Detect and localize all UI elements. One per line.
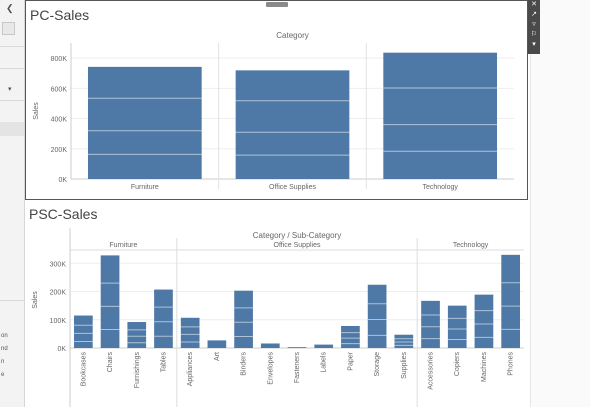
panel-divider bbox=[0, 100, 24, 101]
drag-handle-icon[interactable] bbox=[266, 2, 288, 7]
bar bbox=[260, 343, 280, 348]
x-tick-label: Phones bbox=[508, 352, 515, 376]
y-axis-label: Sales bbox=[32, 291, 39, 309]
panel-checkbox[interactable] bbox=[2, 22, 15, 35]
x-tick-label: Paper bbox=[347, 351, 354, 370]
pc-sales-chart: Category Sales 0K 200K 400K 600K 800K Furniture… bbox=[33, 31, 514, 191]
bar bbox=[474, 294, 494, 348]
chart-title: Category bbox=[276, 31, 308, 40]
x-tick-label: Art bbox=[214, 352, 221, 361]
worksheet-title: PC-Sales bbox=[30, 7, 90, 23]
y-tick-label: 200K bbox=[50, 290, 67, 297]
bar bbox=[180, 317, 200, 348]
worksheet-title: PSC-Sales bbox=[29, 206, 98, 222]
dashboard-area: PC-Sales Category Sales 0K 200K 400K 600K 800K… bbox=[25, 0, 530, 407]
y-tick-label: 100K bbox=[50, 318, 67, 325]
x-tick-label: Copiers bbox=[454, 352, 461, 377]
x-tick-label: Machines bbox=[481, 352, 488, 382]
close-icon[interactable]: ✕ bbox=[531, 1, 537, 8]
y-tick-label: 400K bbox=[51, 117, 68, 124]
x-tick-label: Furniture bbox=[131, 184, 159, 191]
bar bbox=[394, 334, 414, 348]
x-tick-label: Office Supplies bbox=[269, 184, 316, 191]
more-icon[interactable]: ▾ bbox=[532, 41, 536, 48]
y-tick-label: 800K bbox=[51, 56, 68, 63]
x-tick-label: Tables bbox=[160, 352, 167, 373]
y-tick-label: 200K bbox=[51, 147, 68, 154]
bar bbox=[100, 255, 120, 348]
bar bbox=[367, 284, 387, 348]
y-tick-label: 0K bbox=[57, 346, 66, 353]
panel-text: nd bbox=[1, 346, 8, 352]
x-tick-label: Labels bbox=[321, 352, 328, 373]
bar bbox=[287, 347, 307, 348]
y-axis-label: Sales bbox=[33, 102, 40, 120]
filter-icon[interactable]: ▿ bbox=[532, 21, 536, 28]
group-label: Furniture bbox=[109, 242, 137, 249]
bar bbox=[207, 340, 227, 348]
bar bbox=[127, 322, 147, 348]
x-tick-label: Binders bbox=[241, 352, 248, 376]
right-gutter bbox=[530, 0, 590, 407]
panel-text: on bbox=[1, 333, 8, 339]
left-side-panel: ❮ ▾ on nd n e bbox=[0, 0, 25, 407]
bar bbox=[234, 290, 253, 348]
bar bbox=[501, 254, 520, 348]
panel-text: e bbox=[1, 372, 5, 378]
group-label: Technology bbox=[453, 242, 489, 249]
bar bbox=[447, 305, 467, 348]
x-tick-label: Storage bbox=[374, 352, 381, 377]
bar bbox=[421, 300, 440, 348]
y-tick-label: 600K bbox=[51, 86, 68, 93]
y-tick-label: 300K bbox=[50, 261, 67, 268]
panel-divider bbox=[0, 300, 24, 301]
panel-selected-item[interactable] bbox=[0, 122, 24, 136]
panel-divider bbox=[0, 68, 24, 69]
x-tick-label: Accessories bbox=[428, 352, 435, 390]
chart-title: Category / Sub-Category bbox=[253, 231, 342, 240]
bar bbox=[341, 325, 360, 348]
x-tick-label: Fasteners bbox=[294, 352, 301, 384]
x-tick-label: Appliances bbox=[187, 352, 194, 387]
x-tick-label: Furnishings bbox=[134, 352, 141, 389]
x-tick-label: Envelopes bbox=[267, 352, 274, 385]
x-tick-label: Chairs bbox=[107, 352, 114, 373]
psc-sales-chart: Category / Sub-Category Sales 0K 100K 200K 30… bbox=[32, 228, 524, 407]
bar bbox=[87, 66, 202, 179]
bar bbox=[154, 289, 173, 348]
panel-divider bbox=[0, 46, 24, 47]
worksheet-toolbar: ✕ ↗ ▿ ⚐ ▾ bbox=[528, 0, 540, 54]
bar bbox=[383, 52, 498, 179]
x-tick-label: Supplies bbox=[401, 352, 408, 379]
x-tick-label: Technology bbox=[422, 184, 458, 191]
panel-text: n bbox=[1, 359, 5, 365]
export-icon[interactable]: ↗ bbox=[531, 11, 537, 18]
x-tick-label: Bookcases bbox=[80, 352, 87, 387]
collapse-chevron-icon[interactable]: ❮ bbox=[6, 3, 14, 13]
dropdown-arrow-icon[interactable]: ▾ bbox=[8, 86, 12, 93]
bar bbox=[235, 70, 350, 179]
group-label: Office Supplies bbox=[274, 242, 321, 249]
bar bbox=[74, 315, 93, 348]
y-tick-label: 0K bbox=[58, 177, 67, 184]
pin-icon[interactable]: ⚐ bbox=[530, 31, 538, 38]
pc-sales-worksheet[interactable]: PC-Sales Category Sales 0K 200K 400K 600K 800K… bbox=[25, 0, 528, 200]
bar bbox=[314, 344, 334, 348]
psc-sales-worksheet[interactable]: PSC-Sales Category / Sub-Category Sales 0K… bbox=[25, 202, 530, 407]
